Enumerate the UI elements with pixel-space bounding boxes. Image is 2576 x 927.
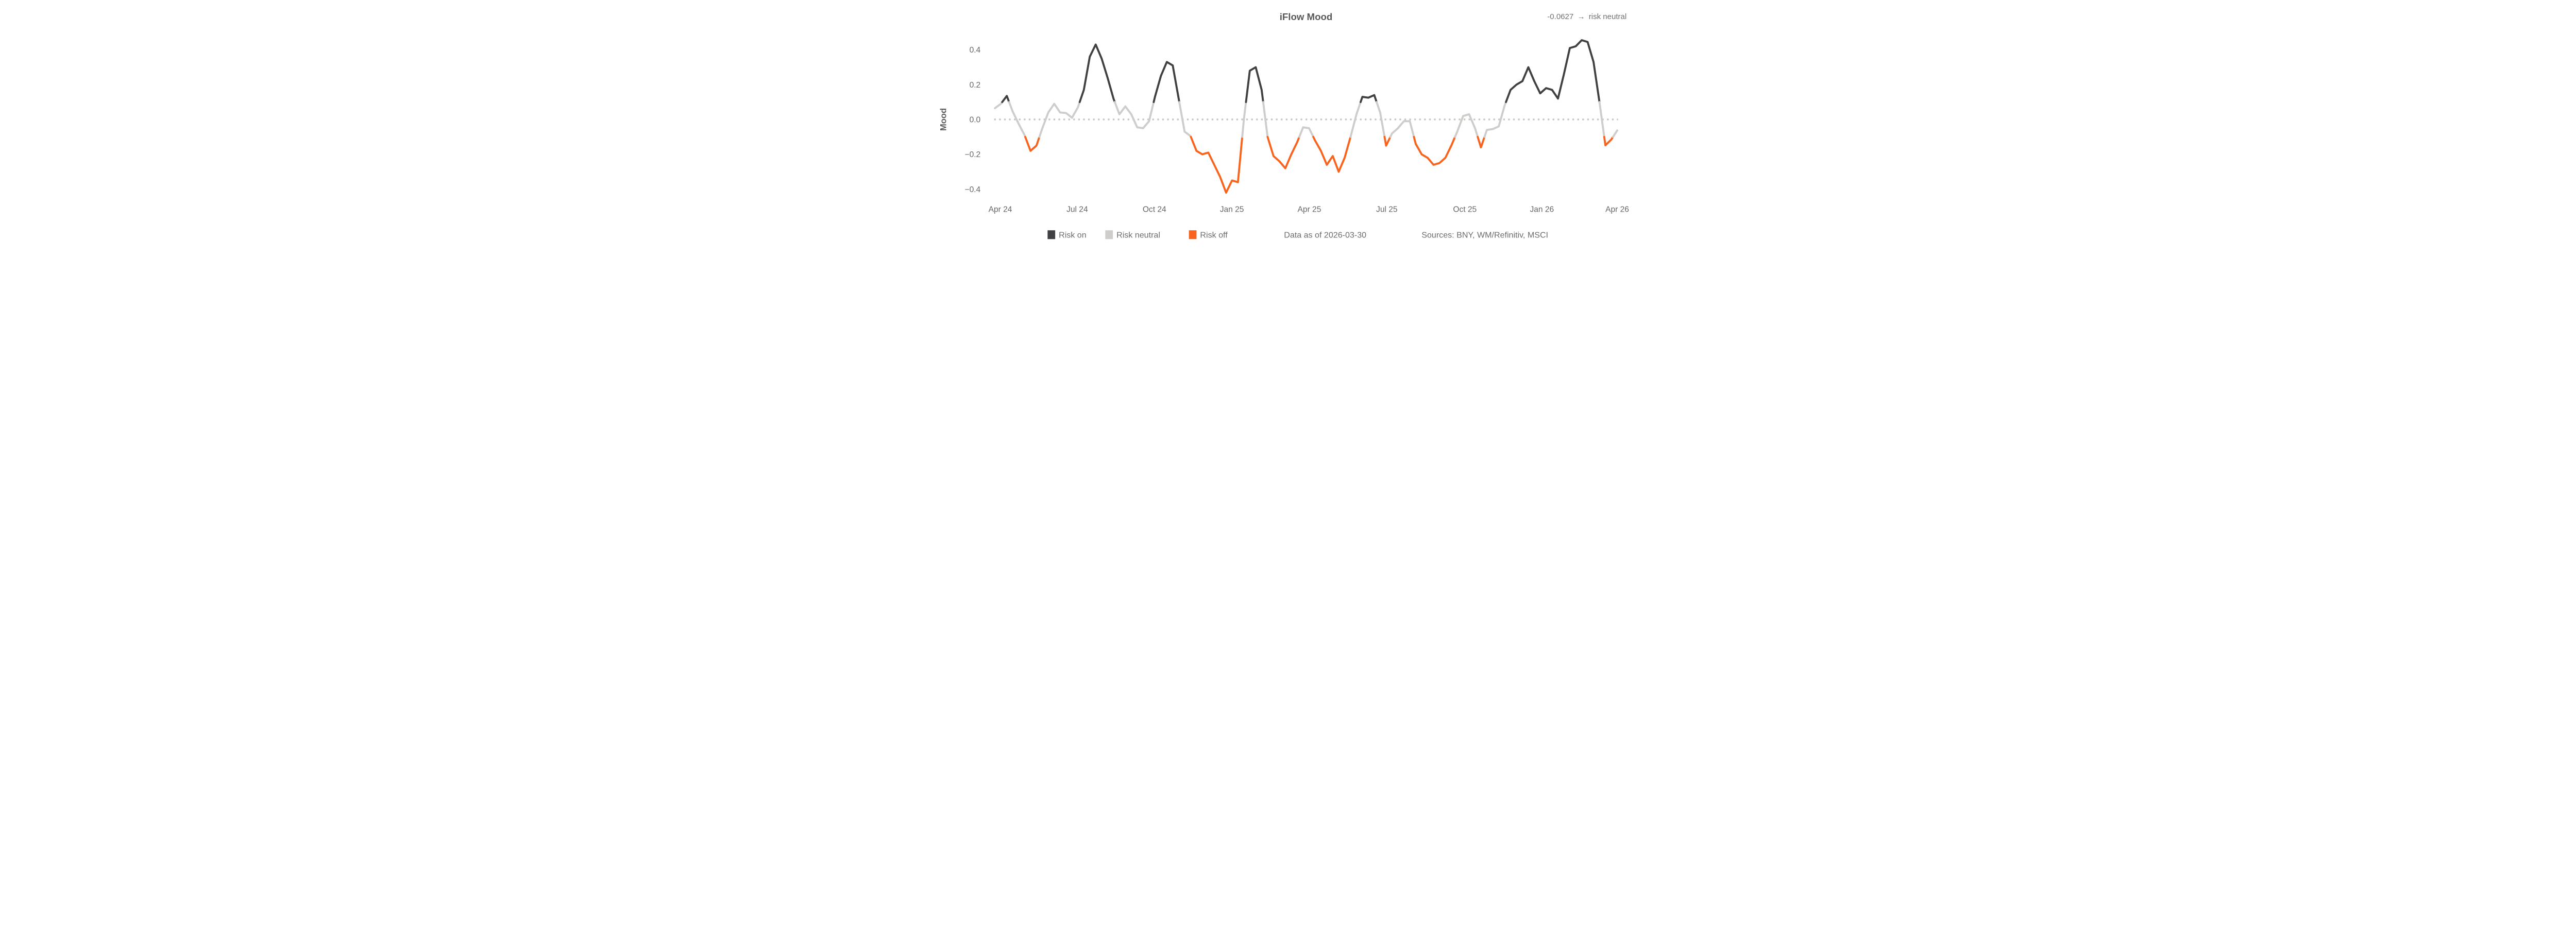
mood-line-segment	[1245, 66, 1264, 104]
mood-line-segment	[1298, 126, 1315, 138]
x-tick-label: Apr 24	[989, 205, 1012, 214]
chart-title: iFlow Mood	[1280, 11, 1333, 22]
mood-line-segment	[1454, 113, 1479, 138]
x-tick-label: Jan 26	[1530, 205, 1554, 214]
x-tick-label: Apr 26	[1605, 205, 1629, 214]
y-tick-label: 0.4	[970, 46, 981, 55]
mood-line-segment	[1383, 135, 1392, 147]
current-value: -0.0627	[1547, 12, 1573, 21]
legend-swatch-risk-off	[1189, 230, 1197, 239]
mood-line-segment	[1612, 129, 1619, 138]
legend-label-risk-on: Risk on	[1059, 231, 1087, 240]
mood-line-segment	[1598, 101, 1605, 138]
data-as-of-label: Data as of 2026-03-30	[1284, 231, 1366, 240]
current-value-annotation: -0.0627 → risk neutral	[1547, 12, 1626, 21]
x-tick-label: Jul 25	[1376, 205, 1398, 214]
mood-line-segment	[1266, 135, 1300, 169]
mood-line-segment	[994, 101, 1004, 109]
mood-line-segment	[1483, 101, 1507, 138]
mood-line-segment	[1312, 135, 1352, 173]
mood-line-segment	[1603, 135, 1614, 147]
mood-chart-svg: iFlow Mood -0.0627 → risk neutral Mood 0.4…	[938, 11, 1629, 240]
mood-line-segment	[1505, 39, 1601, 104]
mood-line-segment	[1477, 135, 1486, 149]
x-tick-labels: Apr 24 Jul 24 Oct 24 Jan 25 Apr 25 Jul 25 Oct …	[989, 205, 1629, 214]
mood-line-segment	[1376, 101, 1386, 138]
mood-line-layer	[994, 39, 1619, 194]
legend-label-risk-neutral: Risk neutral	[1116, 231, 1160, 240]
mood-line-segment	[1078, 43, 1116, 104]
y-tick-label: −0.4	[964, 185, 980, 194]
mood-line-segment	[1001, 95, 1010, 104]
sources-label: Sources: BNY, WM/Refinitiv, MSCI	[1421, 231, 1548, 240]
y-tick-label: 0.2	[970, 81, 981, 90]
legend-swatch-risk-on	[1047, 230, 1056, 239]
mood-line-segment	[1349, 101, 1362, 138]
mood-line-segment	[1038, 101, 1081, 138]
x-tick-label: Oct 24	[1143, 205, 1166, 214]
legend: Risk on Risk neutral Risk off	[1047, 230, 1228, 240]
current-state-label: risk neutral	[1589, 12, 1626, 21]
mood-line-segment	[1190, 135, 1244, 194]
legend-swatch-risk-neutral	[1105, 230, 1113, 239]
x-tick-label: Jul 24	[1066, 205, 1088, 214]
x-tick-label: Apr 25	[1298, 205, 1321, 214]
y-tick-label: 0.0	[970, 115, 981, 124]
y-tick-labels: 0.4 0.2 0.0 −0.2 −0.4	[964, 46, 980, 194]
mood-line-segment	[1113, 101, 1155, 129]
mood-line-segment	[1178, 101, 1192, 138]
x-tick-label: Oct 25	[1453, 205, 1477, 214]
y-axis-label: Mood	[938, 108, 948, 131]
x-tick-label: Jan 25	[1220, 205, 1244, 214]
mood-line-segment	[1153, 61, 1180, 104]
legend-label-risk-off: Risk off	[1200, 231, 1228, 240]
mood-line-segment	[1008, 101, 1026, 138]
mood-line-segment	[1360, 94, 1378, 104]
arrow-icon: →	[1577, 12, 1585, 21]
mood-line-segment	[1241, 101, 1247, 138]
y-tick-label: −0.2	[964, 150, 980, 159]
mood-line-segment	[1413, 135, 1456, 166]
iflow-mood-chart: iFlow Mood -0.0627 → risk neutral Mood 0.4…	[927, 0, 1649, 249]
mood-line-segment	[1389, 120, 1415, 138]
mood-line-segment	[1262, 101, 1269, 138]
mood-line-segment	[1024, 135, 1041, 152]
